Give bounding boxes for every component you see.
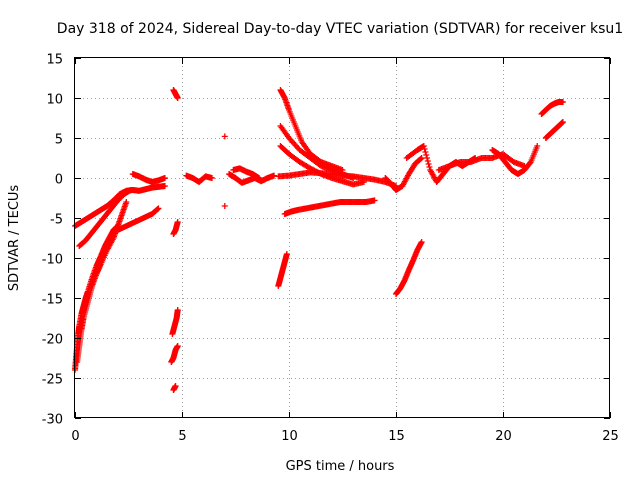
series-arc-hump: [129, 171, 168, 185]
x-tick-label: 10: [281, 429, 298, 444]
data-point: [283, 251, 290, 257]
y-tick-label: 10: [46, 93, 63, 108]
y-tick-label: 0: [55, 173, 63, 188]
data-point: [418, 155, 425, 161]
series-arc-mid-slope: [114, 205, 162, 233]
data-point: [420, 143, 427, 149]
data-point: [534, 143, 541, 149]
x-axis-label: GPS time / hours: [286, 459, 395, 474]
series-arc-10h-second: [277, 123, 357, 181]
series-arc-7to9-b: [230, 165, 263, 181]
data-point: [559, 99, 566, 105]
plot-frame: [74, 57, 610, 418]
data-point: [161, 175, 168, 181]
y-tick-label: 5: [55, 133, 63, 148]
x-tick-label: 0: [71, 429, 79, 444]
data-point: [123, 199, 130, 205]
series-arc-7to9: [226, 171, 278, 186]
y-tick-label: -20: [42, 333, 63, 348]
data-point: [559, 119, 566, 125]
y-tick-label: -15: [42, 293, 63, 308]
data-points: [72, 87, 566, 393]
y-tick-label: 15: [46, 53, 63, 68]
y-tick-label: -10: [42, 253, 63, 268]
series-arc-5h-low: [169, 307, 181, 337]
x-tick-label: 20: [495, 429, 512, 444]
x-tick-label: 5: [178, 429, 186, 444]
data-point: [426, 164, 433, 170]
y-tick-label: -25: [42, 373, 63, 388]
data-point: [421, 146, 428, 152]
data-point: [174, 95, 181, 101]
y-axis-label: SDTVAR / TECUs: [7, 185, 22, 292]
y-tick-labels: -30 -25 -20 -15 -10 -5 0 5 10 15: [42, 53, 63, 428]
series-arc-15h-mid: [382, 155, 425, 193]
series-arc-10h-low: [275, 251, 290, 289]
x-tick-labels: 0 5 10 15 20 25: [71, 429, 618, 444]
series-arc-22h-b: [542, 119, 566, 141]
series-arc-15h-low: [393, 239, 425, 297]
data-point: [422, 149, 429, 155]
series-arc-diagonal: [76, 187, 134, 249]
series-arc-5to7: [183, 172, 215, 185]
series-arc-baseline: [275, 169, 399, 189]
series-arc-5h-top: [170, 87, 181, 101]
data-point: [424, 155, 431, 161]
series-arc-7h-pt-a: [221, 133, 228, 140]
y-tick-label: -30: [42, 413, 63, 428]
x-tick-label: 25: [602, 429, 619, 444]
data-point: [174, 343, 181, 349]
series-arc-5h-bottom: [170, 383, 179, 393]
data-point: [418, 239, 425, 245]
data-point: [425, 161, 432, 167]
data-point: [423, 152, 430, 158]
axis-ticks: [75, 58, 611, 419]
data-point: [161, 183, 168, 189]
series-arc-upper-left: [72, 183, 168, 229]
series-arc-22h: [538, 99, 566, 117]
data-point: [174, 219, 181, 225]
series-arc-low-steep: [74, 199, 130, 365]
data-point: [271, 172, 278, 179]
data-point: [256, 175, 263, 181]
data-point: [208, 175, 215, 181]
chart-title: Day 318 of 2024, Sidereal Day-to-day VTE…: [57, 21, 623, 37]
x-tick-label: 15: [388, 429, 405, 444]
series-arc-7h-pt-b: [221, 203, 228, 209]
data-point: [154, 206, 161, 213]
y-tick-label: -5: [50, 213, 63, 228]
data-point: [155, 205, 162, 212]
data-point: [424, 158, 431, 164]
data-point: [417, 155, 424, 162]
series-arc-5h-lower: [168, 343, 181, 365]
data-point: [221, 133, 228, 140]
data-point: [172, 383, 179, 389]
series-arc-10h-bottom: [281, 197, 378, 217]
data-point: [221, 203, 228, 209]
series-arc-20to21: [489, 143, 541, 177]
data-point: [371, 197, 378, 204]
data-point: [127, 187, 134, 193]
series-arc-5h-mid: [170, 219, 181, 237]
data-point: [174, 307, 181, 313]
